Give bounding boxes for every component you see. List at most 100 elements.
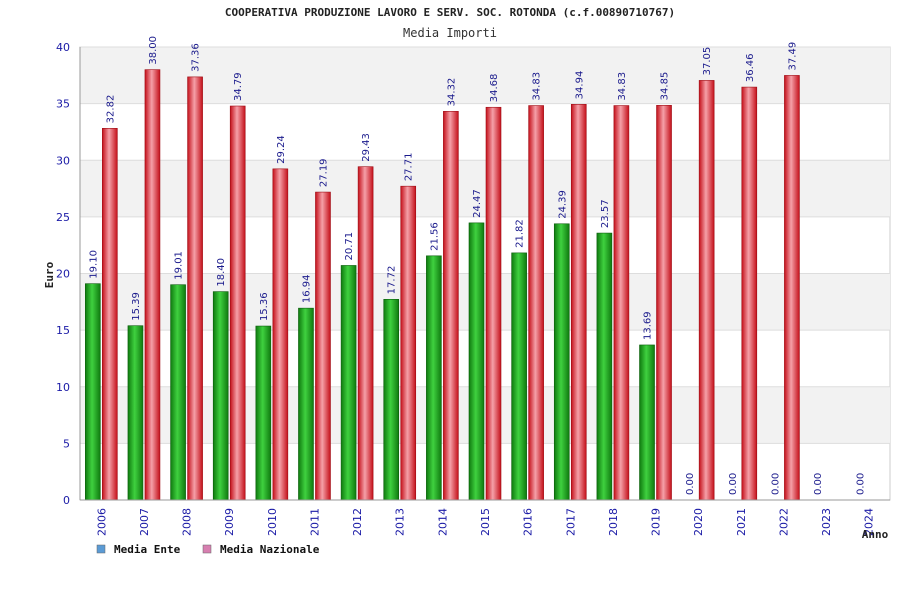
- y-tick-label: 10: [56, 381, 70, 394]
- data-label-media-nazionale-2017: 34.94: [574, 71, 585, 100]
- data-label-media-nazionale-2011: 27.19: [318, 158, 329, 187]
- data-label-media-ente-2011: 16.94: [301, 275, 312, 304]
- data-label-media-ente-2007: 15.39: [131, 292, 142, 321]
- bar-media-nazionale-2007: [144, 69, 161, 501]
- bar-media-ente-2014: [426, 255, 442, 501]
- data-label-media-nazionale-2008: 37.36: [191, 43, 202, 72]
- chart-title: COOPERATIVA PRODUZIONE LAVORO E SERV. SO…: [225, 6, 675, 19]
- bar-media-nazionale-2018: [613, 105, 630, 501]
- data-label-media-nazionale-2015: 34.68: [489, 74, 500, 103]
- y-tick-label: 5: [63, 437, 70, 450]
- bar-media-nazionale-2016: [528, 105, 544, 501]
- legend-swatch-media-nazionale: [202, 544, 212, 554]
- data-label-media-ente-2022: 0.00: [770, 473, 781, 495]
- bar-media-ente-2011: [298, 307, 314, 501]
- legend-label-media-ente: Media Ente: [114, 543, 181, 556]
- x-tick-label-2021: 2021: [735, 508, 748, 536]
- data-label-media-ente-2020: 0.00: [685, 473, 696, 495]
- data-label-media-nazionale-2022: 37.49: [787, 42, 798, 71]
- x-tick-label-2020: 2020: [692, 508, 705, 536]
- x-tick-label-2013: 2013: [394, 508, 407, 536]
- bar-media-nazionale-2014: [443, 111, 459, 501]
- data-label-media-nazionale-2010: 29.24: [276, 135, 287, 164]
- legend-swatch-media-ente: [96, 544, 106, 554]
- bar-media-ente-2016: [511, 252, 527, 501]
- y-tick-label: 20: [56, 268, 70, 281]
- x-tick-label-2017: 2017: [564, 508, 577, 536]
- y-tick-label: 15: [56, 324, 70, 337]
- y-tick-label: 0: [63, 494, 70, 507]
- bar-media-ente-2019: [639, 344, 655, 501]
- data-label-media-ente-2024: 0.00: [856, 473, 867, 495]
- x-tick-label-2023: 2023: [820, 508, 833, 536]
- x-tick-label-2008: 2008: [181, 508, 194, 536]
- y-axis-label: Euro: [43, 261, 56, 288]
- data-label-media-ente-2021: 0.00: [728, 473, 739, 495]
- x-tick-label-2006: 2006: [95, 508, 108, 536]
- data-label-media-ente-2018: 23.57: [600, 199, 611, 228]
- bar-media-ente-2010: [255, 325, 272, 501]
- data-label-media-nazionale-2014: 34.32: [446, 78, 457, 107]
- x-tick-label-2018: 2018: [607, 508, 620, 536]
- bar-media-ente-2013: [383, 299, 400, 501]
- chart-subtitle: Media Importi: [403, 26, 497, 40]
- data-label-media-nazionale-2020: 37.05: [702, 47, 713, 76]
- bar-media-nazionale-2022: [784, 75, 800, 501]
- data-label-media-nazionale-2016: 34.83: [532, 72, 543, 101]
- data-label-media-nazionale-2019: 34.85: [660, 72, 671, 101]
- y-tick-label: 25: [56, 211, 70, 224]
- x-tick-label-2022: 2022: [777, 508, 790, 536]
- data-label-media-nazionale-2006: 32.82: [105, 95, 116, 124]
- data-label-media-nazionale-2012: 29.43: [361, 133, 372, 162]
- data-label-media-ente-2012: 20.71: [344, 232, 355, 261]
- bar-media-ente-2015: [468, 222, 485, 501]
- x-axis-label: Anno: [862, 528, 889, 541]
- x-tick-label-2009: 2009: [223, 508, 236, 536]
- x-tick-label-2015: 2015: [479, 508, 492, 536]
- data-label-media-ente-2014: 21.56: [429, 222, 440, 251]
- bar-media-nazionale-2010: [272, 168, 289, 501]
- data-label-media-ente-2008: 19.01: [174, 251, 185, 280]
- bar-media-ente-2012: [340, 265, 357, 501]
- bar-media-nazionale-2011: [315, 191, 331, 501]
- bar-media-nazionale-2008: [187, 76, 203, 501]
- x-tick-label-2007: 2007: [138, 508, 151, 536]
- bar-media-nazionale-2009: [229, 105, 246, 501]
- legend-label-media-nazionale: Media Nazionale: [220, 543, 320, 556]
- bar-media-nazionale-2012: [357, 166, 374, 501]
- data-label-media-nazionale-2007: 38.00: [148, 36, 159, 65]
- bar-media-ente-2009: [212, 291, 229, 501]
- data-label-media-nazionale-2009: 34.79: [233, 72, 244, 101]
- x-tick-label-2014: 2014: [436, 508, 449, 536]
- x-tick-label-2024: 2024: [863, 508, 876, 536]
- x-tick-label-2010: 2010: [266, 508, 279, 536]
- y-tick-label: 30: [56, 154, 70, 167]
- bar-media-nazionale-2015: [485, 106, 502, 501]
- data-label-media-nazionale-2018: 34.83: [617, 72, 628, 101]
- data-label-media-ente-2006: 19.10: [88, 250, 99, 279]
- y-tick-label: 40: [56, 41, 70, 54]
- bar-media-ente-2007: [127, 325, 144, 501]
- x-tick-label-2012: 2012: [351, 508, 364, 536]
- y-tick-label: 35: [56, 98, 70, 111]
- bar-media-ente-2008: [170, 284, 186, 501]
- data-label-media-ente-2015: 24.47: [472, 189, 483, 218]
- bar-media-ente-2006: [85, 283, 101, 501]
- data-label-media-ente-2023: 0.00: [813, 473, 824, 495]
- data-label-media-ente-2017: 24.39: [557, 190, 568, 219]
- bar-media-nazionale-2017: [570, 104, 587, 501]
- data-label-media-nazionale-2013: 27.71: [404, 153, 415, 182]
- bar-media-nazionale-2013: [400, 185, 417, 501]
- x-tick-label-2019: 2019: [650, 508, 663, 536]
- legend: Media Ente Media Nazionale: [96, 543, 320, 556]
- bar-media-nazionale-2020: [698, 80, 715, 501]
- data-label-media-ente-2019: 13.69: [643, 311, 654, 340]
- bar-media-nazionale-2021: [741, 86, 758, 501]
- bar-media-ente-2018: [596, 232, 613, 501]
- x-tick-label-2011: 2011: [308, 508, 321, 536]
- bar-media-nazionale-2006: [102, 128, 118, 501]
- bar-media-ente-2017: [553, 223, 570, 501]
- data-label-media-ente-2009: 18.40: [216, 258, 227, 287]
- data-label-media-ente-2010: 15.36: [259, 292, 270, 321]
